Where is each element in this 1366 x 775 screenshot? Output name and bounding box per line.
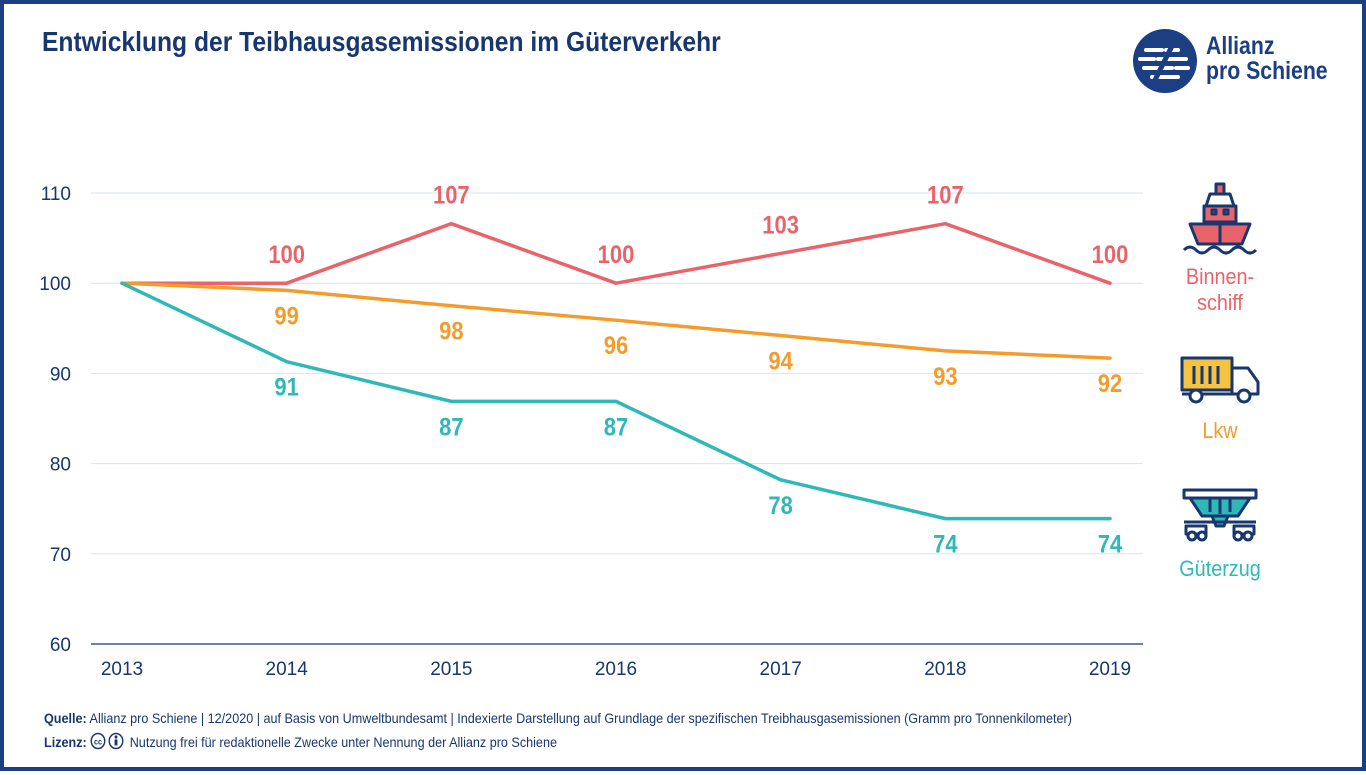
legend-gueterzug: Güterzug: [1179, 556, 1261, 581]
legend-binnenschiff-line2: schiff: [1197, 290, 1243, 315]
legend-binnenschiff: Binnen- schiff: [1175, 264, 1265, 316]
y-tick-label: 80: [50, 455, 71, 476]
x-tick-label: 2013: [101, 659, 143, 680]
y-tick-label: 110: [41, 184, 71, 205]
x-tick-label: 2018: [924, 659, 966, 680]
data-label-binnenschiff: 100: [268, 241, 305, 269]
series-line-binnenschiff: [120, 221, 1112, 285]
y-tick-label: 60: [50, 635, 71, 656]
data-label-gueterzug: 74: [1098, 530, 1122, 558]
data-label-lkw: 93: [933, 363, 957, 391]
data-label-lkw: 99: [274, 302, 298, 330]
svg-text:cc: cc: [94, 737, 103, 746]
page-title: Entwicklung der Teibhausgasemissionen im…: [42, 26, 721, 57]
source-text: Allianz pro Schiene | 12/2020 | auf Basi…: [89, 710, 1072, 726]
data-label-lkw: 92: [1098, 370, 1122, 398]
footer-license: Lizenz: cc Nutzung frei für redaktionell…: [44, 732, 557, 750]
data-label-binnenschiff: 107: [433, 181, 470, 209]
x-tick-label: 2017: [760, 659, 802, 680]
data-label-binnenschiff: 100: [1092, 241, 1129, 269]
series-line-lkw: [120, 281, 1112, 360]
legend-lkw: Lkw: [1202, 418, 1238, 443]
y-tick-label: 100: [39, 274, 71, 295]
data-label-binnenschiff: 107: [927, 181, 964, 209]
x-tick-label: 2019: [1089, 659, 1131, 680]
data-label-lkw: 96: [604, 332, 628, 360]
logo-line-2: pro Schiene: [1206, 57, 1328, 85]
truck-icon: [1180, 356, 1260, 404]
x-tick-label: 2014: [266, 659, 309, 680]
freight-wagon-icon: [1182, 488, 1258, 542]
data-label-lkw: 94: [768, 347, 792, 375]
ship-icon: [1182, 182, 1258, 255]
data-label-gueterzug: 87: [439, 413, 463, 441]
license-label: Lizenz:: [44, 734, 87, 750]
series-line-gueterzug: [120, 281, 1112, 521]
data-label-gueterzug: 74: [933, 530, 957, 558]
data-label-gueterzug: 87: [604, 413, 628, 441]
data-label-binnenschiff: 100: [598, 241, 635, 269]
cc-by-license-icon: cc: [90, 732, 124, 750]
line-chart: 110 100 90 80 70 60 2013 2014 2015 2016 2017 2018 20…: [39, 181, 1143, 680]
x-tick-label: 2015: [430, 659, 472, 680]
data-label-binnenschiff: 103: [762, 211, 799, 239]
data-label-gueterzug: 91: [274, 373, 298, 401]
license-text: Nutzung frei für redaktionelle Zwecke un…: [129, 734, 557, 750]
footer-source: Quelle: Allianz pro Schiene | 12/2020 | …: [44, 710, 1072, 726]
y-tick-label: 90: [50, 364, 71, 385]
brand-logo: Allianz pro Schiene: [1132, 28, 1342, 94]
x-tick-label: 2016: [595, 659, 637, 680]
data-label-lkw: 98: [439, 317, 463, 345]
logo-line-1: Allianz: [1206, 32, 1275, 60]
y-tick-label: 70: [50, 545, 71, 566]
data-label-gueterzug: 78: [768, 492, 792, 520]
allianz-logo-icon: [1133, 29, 1197, 93]
source-label: Quelle:: [44, 710, 87, 726]
legend-binnenschiff-line1: Binnen-: [1185, 264, 1255, 289]
